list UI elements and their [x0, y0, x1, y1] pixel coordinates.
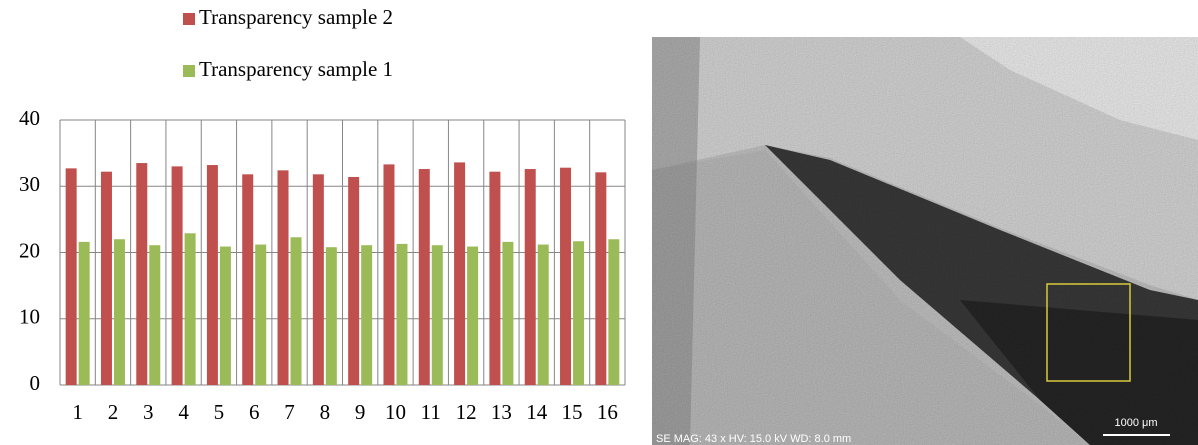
- y-tick-label: 30: [19, 172, 40, 196]
- selection-box: [1046, 283, 1131, 382]
- bar: [595, 172, 607, 385]
- legend-label: Transparency sample 2: [199, 5, 393, 29]
- bar: [325, 247, 337, 385]
- bar: [524, 169, 536, 385]
- legend-swatch: [183, 13, 195, 25]
- bar: [489, 171, 501, 385]
- x-tick-label: 7: [284, 400, 295, 424]
- bar: [100, 171, 112, 385]
- x-tick-label: 3: [143, 400, 154, 424]
- bar: [312, 174, 324, 385]
- bar: [467, 246, 479, 385]
- y-tick-label: 20: [19, 238, 40, 262]
- x-tick-label: 1: [72, 400, 83, 424]
- bar: [573, 241, 585, 385]
- x-tick-label: 13: [491, 400, 512, 424]
- y-tick-label: 10: [19, 305, 40, 329]
- bar: [537, 244, 549, 385]
- scale-label: 1000 μm: [1114, 417, 1157, 429]
- bar: [78, 241, 90, 385]
- bar: [277, 170, 289, 385]
- x-tick-label: 12: [456, 400, 477, 424]
- x-tick-label: 6: [249, 400, 260, 424]
- x-tick-label: 15: [562, 400, 583, 424]
- legend-label: Transparency sample 1: [199, 57, 393, 81]
- bar: [206, 165, 218, 385]
- bar: [608, 239, 620, 385]
- x-tick-label: 8: [320, 400, 331, 424]
- bar: [418, 169, 430, 385]
- sem-info: SE MAG: 43 x HV: 15.0 kV WD: 8.0 mm: [656, 433, 851, 445]
- micrograph: SE MAG: 43 x HV: 15.0 kV WD: 8.0 mm 1000…: [652, 37, 1198, 445]
- bar: [502, 241, 514, 385]
- x-tick-label: 9: [355, 400, 366, 424]
- x-tick-label: 11: [421, 400, 441, 424]
- x-tick-label: 16: [597, 400, 618, 424]
- bar: [65, 168, 77, 385]
- bar: [136, 163, 148, 385]
- y-tick-label: 0: [30, 371, 41, 395]
- bar: [361, 245, 373, 385]
- bar: [171, 166, 183, 385]
- x-tick-label: 4: [178, 400, 189, 424]
- bar: [396, 243, 408, 385]
- bar: [219, 246, 231, 385]
- bar: [184, 233, 196, 385]
- bar: [383, 164, 395, 385]
- x-tick-label: 2: [108, 400, 119, 424]
- bar: [454, 162, 466, 385]
- x-tick-label: 10: [385, 400, 406, 424]
- bar: [290, 237, 302, 385]
- bar: [255, 244, 267, 385]
- bar: [431, 245, 443, 385]
- legend-swatch: [183, 65, 195, 77]
- x-tick-label: 14: [526, 400, 548, 424]
- y-tick-label: 40: [19, 106, 40, 130]
- bar: [242, 174, 254, 385]
- bar: [149, 245, 161, 385]
- bar: [113, 239, 125, 385]
- x-tick-label: 5: [214, 400, 225, 424]
- bar: [348, 176, 360, 385]
- bar: [560, 167, 572, 385]
